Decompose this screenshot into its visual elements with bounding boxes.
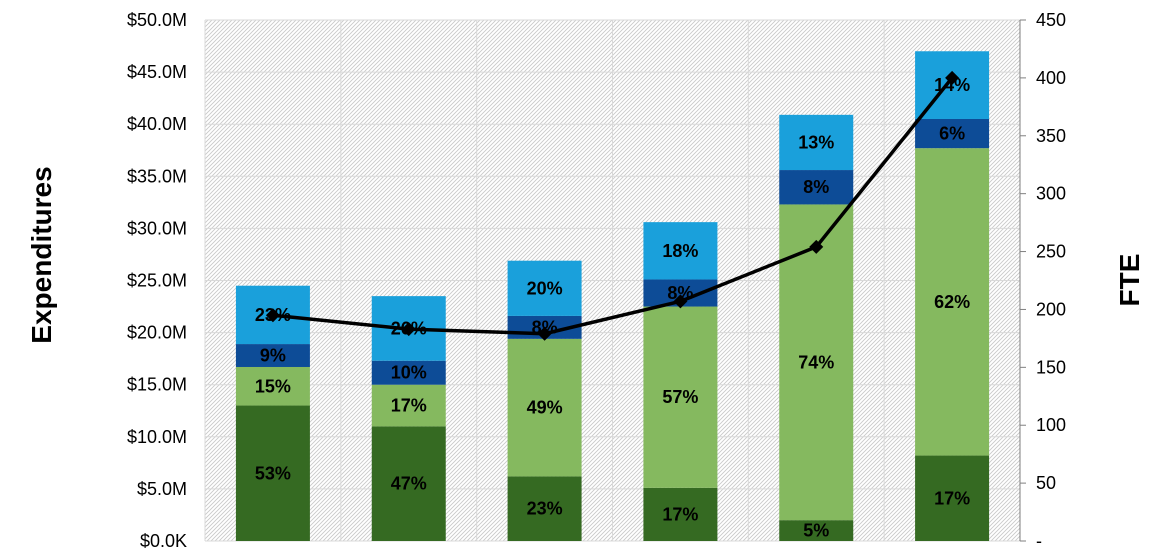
y2-tick-label: 50 xyxy=(1036,473,1056,493)
y2-tick-label: 150 xyxy=(1036,357,1066,377)
y-tick-label: $5.0M xyxy=(137,479,187,499)
bar-segment xyxy=(371,384,446,427)
data-label: 20% xyxy=(527,278,563,298)
bar-segment xyxy=(507,476,582,541)
y-tick-label: $10.0M xyxy=(127,427,187,447)
y2-tick-label: 250 xyxy=(1036,242,1066,262)
data-label: 8% xyxy=(803,177,829,197)
data-label: 9% xyxy=(260,346,286,366)
fte-marker xyxy=(401,322,416,337)
data-label: 53% xyxy=(255,463,291,483)
bar-segment xyxy=(643,487,718,541)
y2-tick-label: 300 xyxy=(1036,184,1066,204)
data-label: 15% xyxy=(255,376,291,396)
bar-segment xyxy=(915,118,990,149)
y-tick-label: $0.0K xyxy=(140,531,187,551)
bar-segment xyxy=(235,344,310,367)
bar-segment xyxy=(779,520,854,541)
data-label: 23% xyxy=(527,499,563,519)
data-label: 49% xyxy=(527,398,563,418)
data-label: 47% xyxy=(391,474,427,494)
data-label: 17% xyxy=(662,504,698,524)
data-label: 13% xyxy=(798,132,834,152)
fte-marker xyxy=(945,70,960,85)
y2-tick-label: 400 xyxy=(1036,68,1066,88)
y-tick-label: $20.0M xyxy=(127,323,187,343)
bar-segment xyxy=(235,366,310,406)
data-label: 6% xyxy=(939,124,965,144)
fte-marker xyxy=(537,326,552,341)
y-tick-label: $50.0M xyxy=(127,10,187,30)
data-label: 74% xyxy=(798,352,834,372)
bar-segment xyxy=(915,455,990,541)
bar-segment xyxy=(915,148,990,456)
fte-marker xyxy=(673,294,688,309)
bar-segment xyxy=(507,260,582,316)
y2-tick-label: 200 xyxy=(1036,299,1066,319)
bar-segment xyxy=(371,426,446,541)
y-tick-label: $40.0M xyxy=(127,114,187,134)
data-label: 18% xyxy=(662,241,698,261)
y2-tick-label: 450 xyxy=(1036,10,1066,30)
y-tick-label: $15.0M xyxy=(127,375,187,395)
bar-segment xyxy=(371,360,446,385)
bar-segment xyxy=(643,306,718,488)
data-label: 57% xyxy=(662,387,698,407)
y2-tick-label: - xyxy=(1036,531,1042,551)
bar-segment xyxy=(779,114,854,171)
data-label: 5% xyxy=(803,521,829,541)
y-tick-label: $45.0M xyxy=(127,62,187,82)
y2-tick-label: 100 xyxy=(1036,415,1066,435)
data-label: 17% xyxy=(391,396,427,416)
bar-segment xyxy=(235,405,310,541)
y2-tick-label: 350 xyxy=(1036,126,1066,146)
y-axis-title: Expenditures xyxy=(26,166,57,343)
fte-marker xyxy=(809,239,824,254)
bar-segment xyxy=(779,170,854,205)
fte-marker xyxy=(265,308,280,323)
fte-line xyxy=(272,76,954,336)
data-label: 17% xyxy=(934,488,970,508)
y-tick-label: $25.0M xyxy=(127,271,187,291)
y-tick-label: $35.0M xyxy=(127,166,187,186)
y-tick-label: $30.0M xyxy=(127,218,187,238)
data-label: 10% xyxy=(391,363,427,383)
y2-axis-title: FTE xyxy=(1114,254,1145,307)
data-label: 62% xyxy=(934,292,970,312)
bar-segment xyxy=(643,222,718,280)
bar-segment xyxy=(507,338,582,477)
